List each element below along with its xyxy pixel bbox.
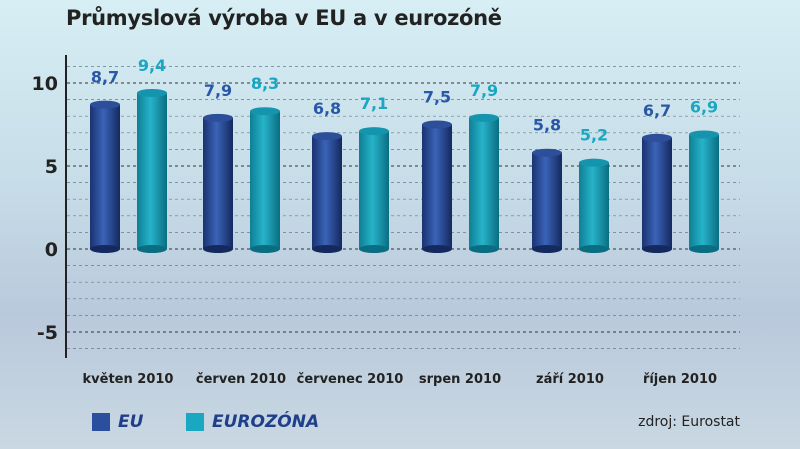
bar-eu xyxy=(532,152,562,249)
data-label: 7,9 xyxy=(470,81,498,100)
data-label: 7,9 xyxy=(204,81,232,100)
bar-eurozone xyxy=(689,134,719,249)
bar-base xyxy=(359,245,389,253)
bar-base xyxy=(250,245,280,253)
y-tick-label: 10 xyxy=(32,73,58,95)
x-tick-label: září 2010 xyxy=(536,372,604,387)
bar-eurozone xyxy=(469,117,499,249)
y-tick-label: 5 xyxy=(45,156,58,178)
bar-eu xyxy=(203,117,233,249)
bar-eurozone xyxy=(250,111,280,249)
data-label: 7,1 xyxy=(360,94,388,113)
y-tick-label: -5 xyxy=(37,322,58,344)
bar-top xyxy=(642,133,672,142)
bar-top xyxy=(90,100,120,109)
x-tick-label: srpen 2010 xyxy=(419,372,501,387)
data-label: 5,8 xyxy=(533,116,561,135)
bar-base xyxy=(137,245,167,253)
bar-eu xyxy=(422,124,452,249)
x-tick-label: květen 2010 xyxy=(83,372,174,387)
bar-top xyxy=(422,120,452,129)
data-label: 7,5 xyxy=(423,88,451,107)
bar-eurozone xyxy=(579,162,609,249)
bar-top xyxy=(203,113,233,122)
legend-item-eurozone: EUROZÓNA xyxy=(186,412,319,432)
data-label: 5,2 xyxy=(580,126,608,145)
bar-eu xyxy=(642,137,672,249)
legend-swatch-eurozone xyxy=(186,413,204,431)
legend-label-eu: EU xyxy=(118,412,144,432)
bar-top xyxy=(137,88,167,97)
bar-top xyxy=(579,158,609,167)
bar-top xyxy=(469,113,499,122)
bar-base xyxy=(579,245,609,253)
bar-eu xyxy=(90,104,120,249)
legend-label-eurozone: EUROZÓNA xyxy=(212,412,320,432)
legend-swatch-eu xyxy=(92,413,110,431)
bar-top xyxy=(250,107,280,116)
bar-top xyxy=(532,148,562,157)
bar-base xyxy=(422,245,452,253)
x-tick-label: červen 2010 xyxy=(196,372,286,387)
source-note: zdroj: Eurostat xyxy=(638,414,740,430)
data-label: 8,3 xyxy=(251,74,279,93)
bar-eurozone xyxy=(359,131,389,249)
bar-base xyxy=(469,245,499,253)
bar-eurozone xyxy=(137,92,167,250)
x-tick-label: říjen 2010 xyxy=(643,372,717,387)
data-label: 6,8 xyxy=(313,99,341,118)
data-label: 6,7 xyxy=(643,101,671,120)
bar-base xyxy=(312,245,342,253)
data-label: 6,9 xyxy=(690,97,718,116)
bar-top xyxy=(312,132,342,141)
data-label: 9,4 xyxy=(138,56,166,75)
bar-eu xyxy=(312,136,342,249)
y-tick-label: 0 xyxy=(45,239,58,261)
bar-base xyxy=(90,245,120,253)
bar-base xyxy=(532,245,562,253)
bar-base xyxy=(642,245,672,253)
bar-base xyxy=(203,245,233,253)
bar-top xyxy=(359,127,389,136)
chart-title: Průmyslová výroba v EU a v eurozóně xyxy=(66,6,502,30)
legend-item-eu: EU xyxy=(92,412,143,432)
bar-top xyxy=(689,130,719,139)
bar-base xyxy=(689,245,719,253)
data-label: 8,7 xyxy=(91,68,119,87)
x-tick-label: červenec 2010 xyxy=(297,372,404,387)
